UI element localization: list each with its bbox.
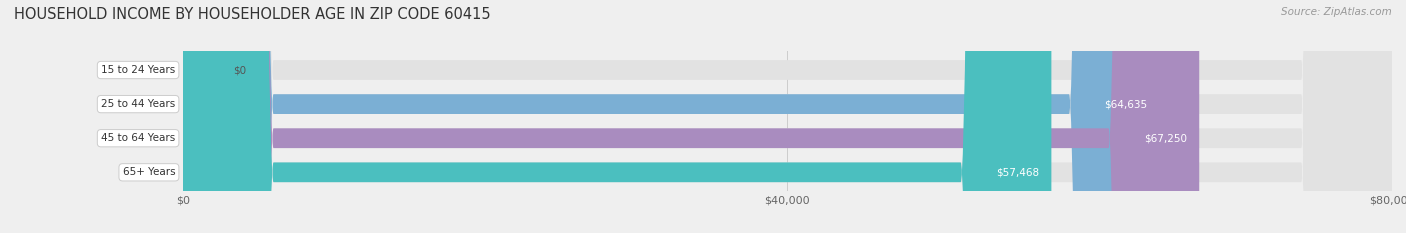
Text: HOUSEHOLD INCOME BY HOUSEHOLDER AGE IN ZIP CODE 60415: HOUSEHOLD INCOME BY HOUSEHOLDER AGE IN Z… xyxy=(14,7,491,22)
FancyBboxPatch shape xyxy=(183,0,1392,233)
FancyBboxPatch shape xyxy=(183,0,1052,233)
Text: $0: $0 xyxy=(232,65,246,75)
FancyBboxPatch shape xyxy=(183,0,1392,233)
FancyBboxPatch shape xyxy=(183,0,1392,233)
Text: 25 to 44 Years: 25 to 44 Years xyxy=(101,99,176,109)
Text: Source: ZipAtlas.com: Source: ZipAtlas.com xyxy=(1281,7,1392,17)
FancyBboxPatch shape xyxy=(183,0,1199,233)
FancyBboxPatch shape xyxy=(183,0,221,233)
Text: $57,468: $57,468 xyxy=(997,167,1039,177)
Text: 65+ Years: 65+ Years xyxy=(122,167,176,177)
Text: 15 to 24 Years: 15 to 24 Years xyxy=(101,65,176,75)
Text: $64,635: $64,635 xyxy=(1105,99,1147,109)
Text: $67,250: $67,250 xyxy=(1144,133,1187,143)
Text: 45 to 64 Years: 45 to 64 Years xyxy=(101,133,176,143)
FancyBboxPatch shape xyxy=(183,0,1392,233)
FancyBboxPatch shape xyxy=(183,0,1160,233)
